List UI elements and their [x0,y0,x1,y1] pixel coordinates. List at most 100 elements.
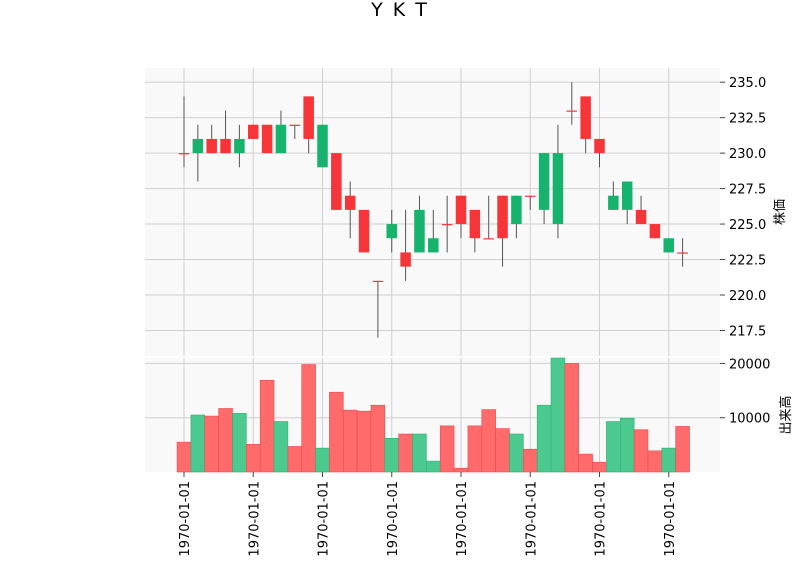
candle-body [552,153,564,225]
candle-body [635,209,647,225]
volume-bar [329,391,344,473]
candle-body [566,110,578,112]
volume-bar [661,447,676,473]
candle-body [428,238,439,253]
candles [178,82,688,338]
candle-body [455,195,467,225]
volume-bar [439,425,455,473]
candle-body [441,224,453,226]
candle-body [261,124,273,154]
volume-bar [633,429,649,473]
volume-bar [273,421,289,473]
candle-body [275,124,287,154]
x-tick-label: 1970-01-01 [247,481,262,557]
x-tick-label: 1970-01-01 [524,481,539,557]
volume-bar [592,461,607,473]
price-tick-label: 232.5 [729,112,766,127]
candle-body [525,195,536,197]
volume-bar [426,460,441,473]
x-tick-label: 1970-01-01 [317,481,332,557]
volume-bar [218,408,233,473]
candle-body [594,138,605,154]
candle-body [303,96,314,139]
candle-body [372,280,384,283]
volume-bar [232,413,247,473]
volume-bar [398,433,413,473]
price-tick-label: 235.0 [729,76,766,91]
candle-body [469,209,481,239]
candle-body [344,195,356,210]
price-tick-label: 230.0 [729,147,766,162]
volume-bar [619,417,635,473]
candle-body [192,138,204,154]
volume-bar [523,448,538,473]
volume-bar [176,441,192,473]
volume-bar [647,450,663,473]
candle-body [580,96,591,139]
volume-bar [259,379,275,473]
candle-body [206,138,217,154]
candle-body [621,181,633,210]
candle-body [663,238,674,253]
price-tick-label: 217.5 [729,324,766,339]
volume-bar [315,447,330,473]
candle-body [234,138,245,154]
x-tick-label: 1970-01-01 [455,481,470,557]
volume-bar [301,364,316,473]
x-tick-label: 1970-01-01 [663,481,678,557]
volume-bar [190,414,206,473]
price-tick-label: 220.0 [729,289,766,304]
candle-body [608,195,619,210]
volume-bar [578,453,593,473]
volume-bar [287,446,303,473]
volume-bar [204,415,219,473]
volume-bar [412,433,427,473]
axis-ticks: 1970-01-01 1970-01-01 1970-01-01 1970-01-01… [178,76,770,556]
candle-body [331,153,342,210]
volume-bars [176,357,690,473]
candle-body [220,138,231,154]
price-tick-label: 227.5 [729,183,766,198]
volume-tick-label: 10000 [729,412,770,427]
candle-body [414,209,425,253]
candle-body [358,209,370,253]
x-tick-label: 1970-01-01 [594,481,609,557]
candle-body [649,224,661,239]
volume-bar [384,438,399,473]
volume-bar [509,433,524,473]
volume-bar [536,404,552,473]
volume-bar [246,444,261,473]
volume-bar [564,363,580,473]
volume-bar [675,426,690,473]
price-tick-label: 225.0 [729,218,766,233]
price-tick-label: 222.5 [729,254,766,269]
candle-body [248,124,259,139]
chart-title: Y K T [371,0,429,21]
candle-body [386,224,397,239]
volume-bar [495,428,510,473]
candle-body [317,124,328,168]
candle-body [400,252,411,267]
x-tick-label: 1970-01-01 [386,481,401,557]
volume-tick-label: 20000 [729,357,770,372]
price-axis-label: 株価 [773,199,788,225]
candle-body [178,153,190,155]
candle-body [538,153,550,210]
volume-bar [481,409,496,473]
volume-bar [467,425,483,473]
candle-body [289,124,301,126]
candle-body [511,195,522,225]
volume-bar [356,410,372,473]
price-panel-bg [145,68,720,356]
volume-bar [370,404,386,473]
candle-body [483,238,494,240]
volume-bar [606,421,621,473]
candle-body [677,252,688,254]
volume-bar [550,357,566,473]
volume-bar [342,409,358,473]
x-tick-label: 1970-01-01 [178,481,193,557]
candle-body [497,195,508,239]
volume-axis-label: 出来高 [778,395,794,434]
volume-bar [453,467,469,473]
